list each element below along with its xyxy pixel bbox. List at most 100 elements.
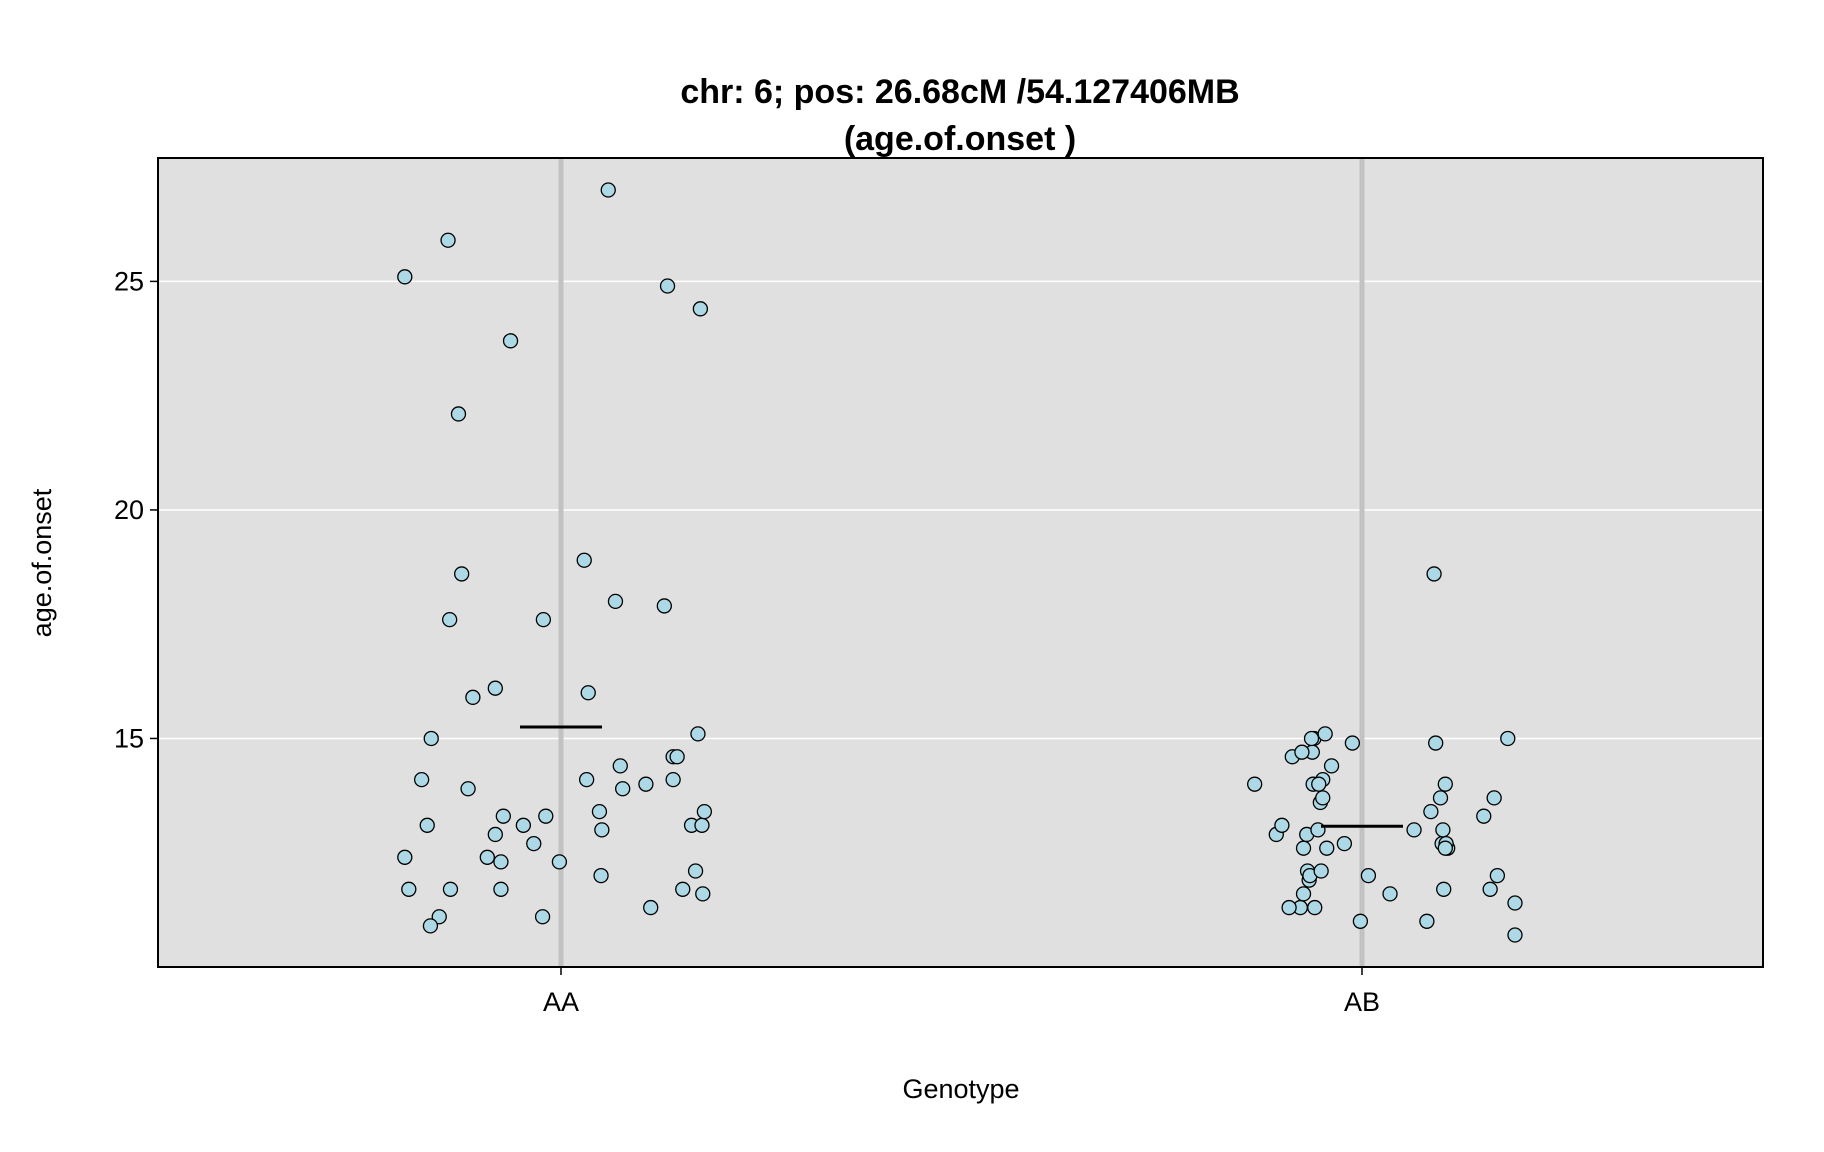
data-point: [465, 689, 481, 705]
data-point: [1489, 867, 1506, 884]
data-point: [593, 867, 609, 884]
data-point: [591, 803, 608, 820]
data-point: [487, 680, 503, 696]
data-point: [534, 909, 551, 925]
data-point: [1507, 927, 1523, 943]
data-point: [1295, 886, 1312, 902]
data-point: [580, 685, 596, 701]
data-point: [1307, 899, 1323, 916]
chart-title-line2: (age.of.onset ): [844, 120, 1076, 158]
y-tick-label: 15: [114, 723, 144, 753]
data-point: [1313, 863, 1329, 879]
data-point: [460, 781, 476, 797]
data-point: [643, 899, 659, 916]
data-point: [495, 808, 511, 824]
data-point: [1476, 808, 1492, 824]
data-point: [690, 726, 706, 742]
data-point: [1486, 790, 1502, 806]
data-point: [669, 749, 685, 765]
data-point: [1311, 776, 1327, 792]
data-point: [1428, 735, 1444, 751]
data-point: [502, 333, 519, 349]
data-point: [442, 881, 459, 897]
data-point: [1352, 913, 1369, 929]
data-point: [538, 808, 554, 824]
data-point: [675, 881, 691, 897]
category-lines: [558, 158, 1365, 967]
y-tick-label: 20: [114, 495, 144, 525]
data-point: [1482, 881, 1498, 897]
data-point: [1436, 881, 1452, 897]
data-point: [423, 730, 439, 747]
data-point: [1247, 776, 1263, 792]
data-point: [607, 593, 624, 610]
data-point: [401, 881, 417, 897]
data-point: [687, 863, 704, 879]
data-point: [594, 822, 610, 838]
data-point: [1426, 566, 1442, 582]
data-point: [551, 854, 568, 870]
data-point: [413, 771, 430, 788]
data-point: [440, 232, 456, 248]
data-point: [1419, 913, 1435, 929]
mean-lines: [520, 725, 1403, 828]
data-point: [615, 781, 631, 797]
data-point: [638, 776, 654, 792]
data-point: [515, 817, 532, 833]
data-point: [1336, 835, 1353, 852]
data-point: [1344, 735, 1361, 751]
data-point: [1406, 822, 1422, 838]
data-point: [1437, 776, 1453, 792]
data-point: [576, 552, 592, 568]
data-point: [612, 758, 628, 774]
data-point: [1437, 840, 1453, 856]
data-point: [1382, 886, 1398, 902]
data-point: [535, 611, 552, 628]
data-point: [442, 611, 458, 628]
plot-border: [157, 157, 1764, 968]
y-tick-label: 25: [114, 266, 144, 296]
data-point: [479, 849, 495, 865]
data-point: [397, 269, 413, 285]
data-point: [578, 771, 595, 788]
data-point: [1360, 867, 1377, 884]
data-point: [1500, 730, 1516, 747]
x-tick-label: AA: [543, 987, 579, 1017]
data-point: [1295, 840, 1312, 856]
data-point: [1323, 758, 1340, 774]
data-point: [665, 771, 681, 788]
data-point: [600, 182, 616, 198]
data-point: [1281, 899, 1297, 916]
chart-title-line1: chr: 6; pos: 26.68cM /54.127406MB: [680, 73, 1239, 111]
x-axis-ticks: AA AB: [543, 967, 1380, 1017]
data-point: [493, 881, 509, 897]
data-point: [1507, 895, 1523, 911]
data-point: [1435, 822, 1451, 838]
data-point: [1319, 840, 1335, 856]
data-point: [1303, 730, 1320, 747]
data-point: [1423, 803, 1439, 820]
x-tick-label: AB: [1344, 987, 1380, 1017]
data-point: [1432, 790, 1449, 806]
data-point: [1274, 817, 1290, 833]
y-axis-label: age.of.onset: [27, 488, 57, 637]
data-point: [696, 803, 713, 820]
data-point: [450, 406, 467, 422]
data-point: [692, 301, 709, 317]
data-point: [695, 886, 711, 902]
data-point: [487, 826, 503, 843]
data-point: [1294, 744, 1310, 760]
data-point: [526, 835, 542, 852]
data-point: [1315, 790, 1331, 806]
data-point: [454, 566, 470, 582]
y-axis-ticks: 15 20 25: [114, 266, 158, 753]
data-point: [431, 909, 447, 925]
x-axis-label: Genotype: [902, 1074, 1019, 1104]
data-point: [397, 849, 413, 865]
data-point: [659, 278, 676, 294]
data-point: [694, 817, 710, 833]
data-point: [1317, 726, 1333, 742]
data-point: [493, 854, 509, 870]
data-point: [419, 817, 435, 833]
